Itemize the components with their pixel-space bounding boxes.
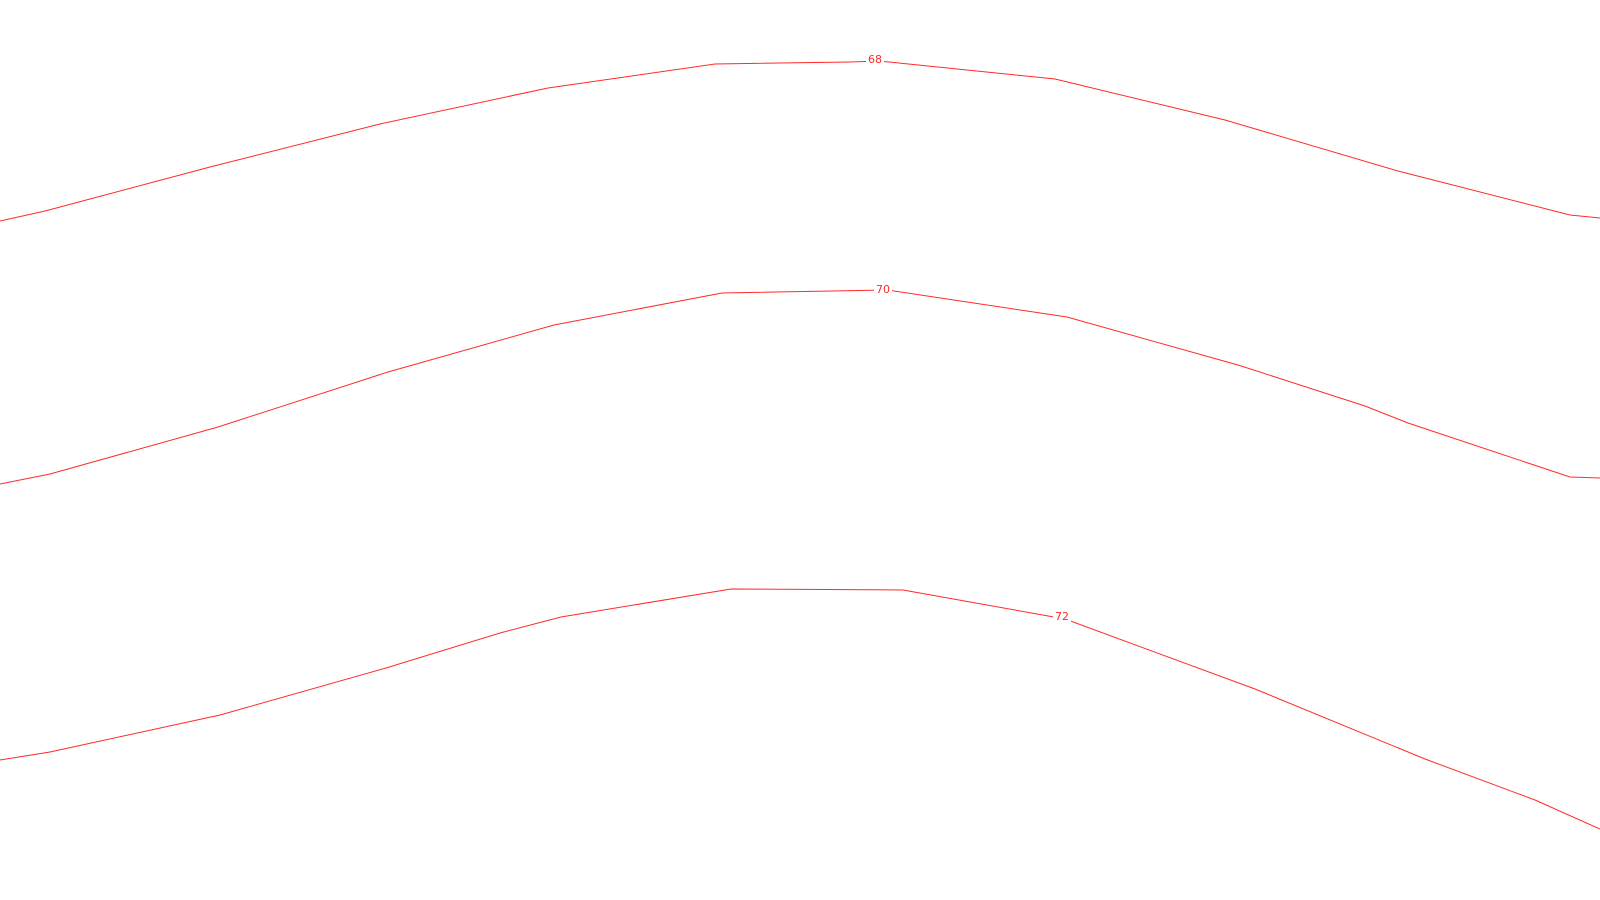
contour-label-bg-68 <box>866 53 884 67</box>
contour-line-70 <box>0 289 1600 485</box>
contour-label-bg-70 <box>874 283 892 297</box>
contour-label-72: 72 <box>1055 610 1069 623</box>
contour-label-68: 68 <box>868 53 882 66</box>
contour-68: 68 <box>0 53 1600 222</box>
contour-70: 70 <box>0 283 1600 485</box>
contour-line-72 <box>0 588 1600 830</box>
contour-label-bg-72 <box>1053 610 1071 624</box>
contour-72: 72 <box>0 588 1600 830</box>
contour-label-70: 70 <box>876 283 890 296</box>
contour-line-68 <box>0 60 1600 222</box>
